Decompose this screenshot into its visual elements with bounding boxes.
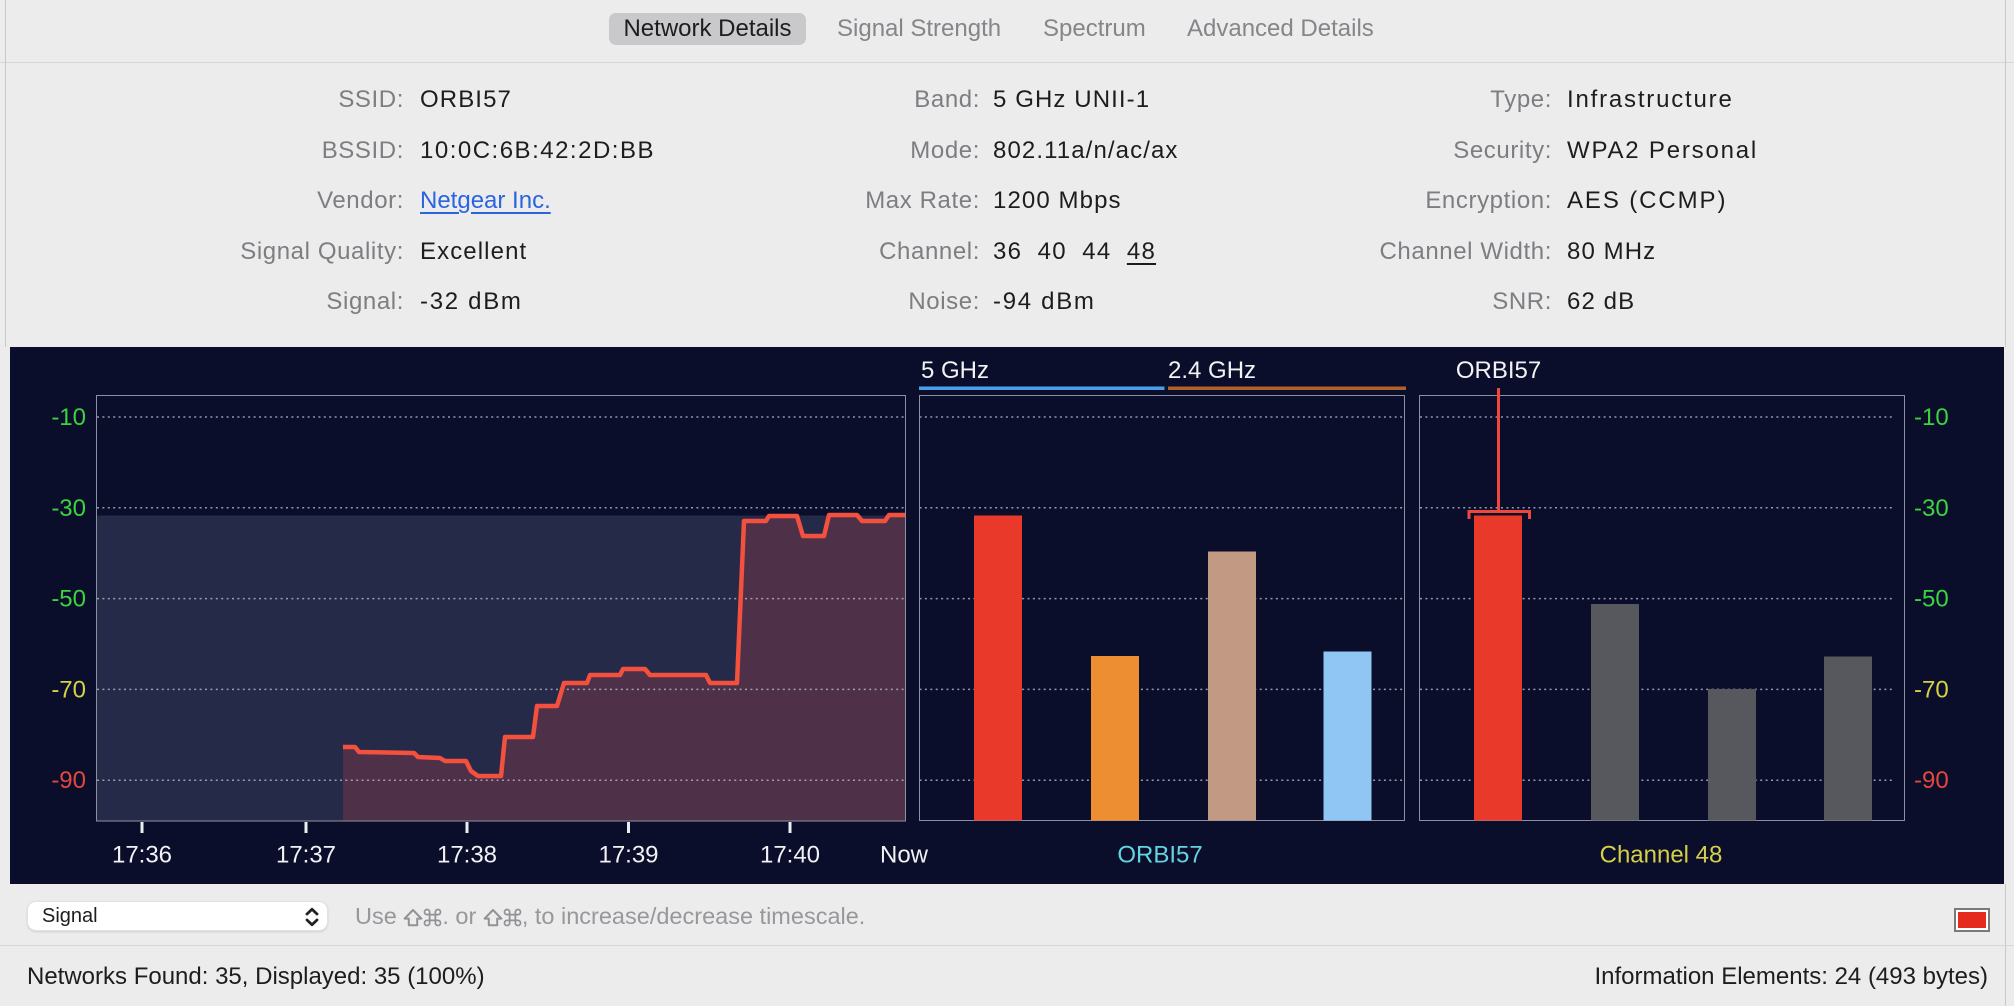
svg-text:17:38: 17:38	[437, 842, 497, 869]
svg-text:-50: -50	[1914, 586, 1949, 613]
svg-text:-70: -70	[1914, 676, 1949, 703]
svg-text:Channel 48: Channel 48	[1600, 842, 1723, 869]
svg-text:-90: -90	[51, 767, 86, 794]
svg-text:-10: -10	[1914, 404, 1949, 431]
svg-text:2.4 GHz: 2.4 GHz	[1168, 357, 1256, 384]
svg-text:-30: -30	[51, 495, 86, 522]
svg-text:-50: -50	[51, 586, 86, 613]
svg-text:17:40: 17:40	[760, 842, 820, 869]
svg-text:-10: -10	[51, 404, 86, 431]
svg-text:-90: -90	[1914, 767, 1949, 794]
svg-text:17:37: 17:37	[276, 842, 336, 869]
svg-text:-70: -70	[51, 676, 86, 703]
svg-text:5 GHz: 5 GHz	[921, 357, 989, 384]
svg-text:17:36: 17:36	[112, 842, 172, 869]
svg-text:17:39: 17:39	[598, 842, 658, 869]
svg-text:ORBI57: ORBI57	[1456, 357, 1541, 384]
svg-text:ORBI57: ORBI57	[1117, 842, 1202, 869]
svg-text:-30: -30	[1914, 495, 1949, 522]
svg-text:Now: Now	[880, 842, 929, 869]
